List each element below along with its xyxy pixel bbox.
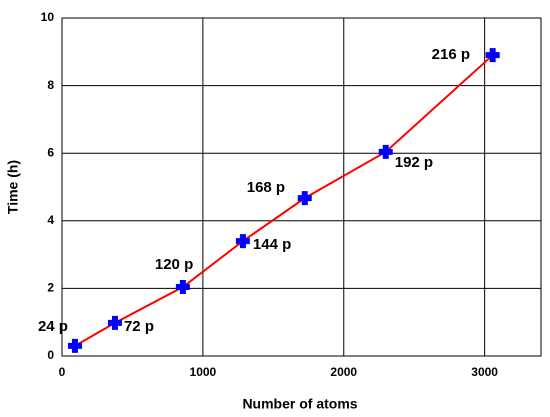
point-label: 192 p (395, 154, 433, 171)
x-tick-label: 2000 (330, 365, 357, 379)
marker (378, 144, 393, 159)
y-tick-label: 10 (41, 10, 55, 24)
x-tick-label: 3000 (471, 365, 498, 379)
point-label: 72 p (124, 318, 154, 335)
x-axis-title: Number of atoms (242, 396, 357, 412)
x-tick-label: 1000 (190, 365, 217, 379)
point-label: 168 p (247, 179, 285, 196)
plot-area (61, 17, 542, 357)
y-tick-label: 0 (47, 348, 54, 362)
marker (235, 234, 250, 249)
y-tick-label: 2 (47, 281, 54, 295)
y-tick-label: 8 (47, 78, 54, 92)
marker (107, 315, 122, 330)
x-tick-label: 0 (59, 365, 66, 379)
point-label: 216 p (432, 46, 470, 63)
point-label: 144 p (253, 236, 291, 253)
marker (297, 191, 312, 206)
marker (175, 280, 190, 295)
y-axis-title: Time (h) (5, 160, 21, 214)
marker (67, 338, 82, 353)
point-label: 120 p (155, 256, 193, 273)
point-label: 24 p (38, 318, 68, 335)
y-tick-label: 6 (47, 145, 54, 159)
marker (485, 48, 500, 63)
y-tick-label: 4 (47, 213, 54, 227)
